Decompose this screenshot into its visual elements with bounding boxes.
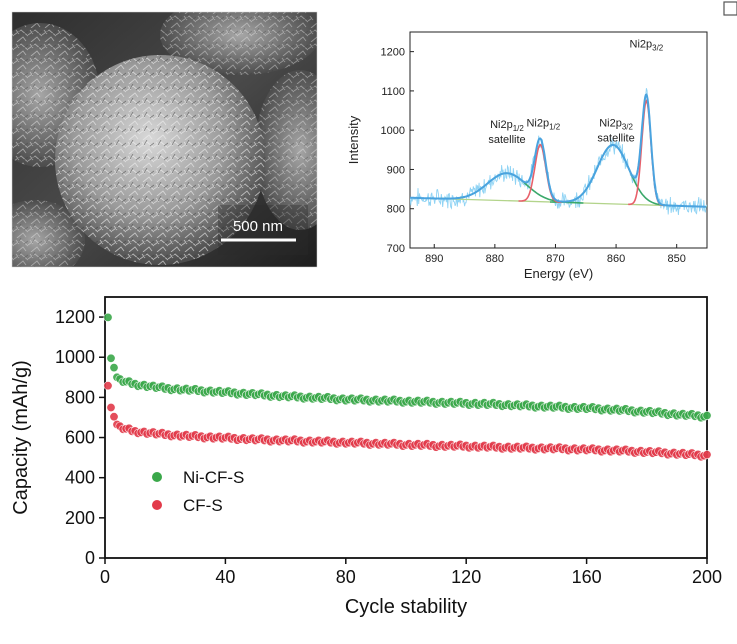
xps-main-fit [518, 143, 562, 204]
legend-marker [152, 472, 162, 482]
xps-raw-spectrum [410, 88, 707, 216]
capacity-data-point [109, 363, 119, 373]
capacity-data-point [702, 410, 712, 420]
capacity-legend: Ni-CF-S CF-S [152, 468, 244, 515]
xps-peak-annotation: Ni2p3/2 [599, 117, 633, 131]
xps-x-tick-label: 860 [607, 253, 625, 265]
legend-marker [152, 500, 162, 510]
capacity-x-tick-label: 160 [572, 567, 602, 587]
scale-bar-label: 500 nm [233, 218, 283, 235]
capacity-data-point [103, 381, 113, 391]
capacity-y-tick-label: 1200 [55, 307, 95, 327]
xps-x-tick-label: 870 [546, 253, 564, 265]
capacity-x-tick-label: 40 [215, 567, 235, 587]
legend-label: CF-S [183, 496, 223, 515]
capacity-series-cf-s [103, 381, 712, 462]
xps-x-tick-label: 850 [668, 253, 686, 265]
capacity-y-tick-label: 600 [65, 428, 95, 448]
capacity-x-tick-label: 120 [451, 567, 481, 587]
xps-main-fit [628, 99, 665, 207]
capacity-data-point [106, 353, 116, 363]
xps-peak-annotation: Ni2p1/2 [526, 117, 560, 131]
capacity-chart: 0 40 80 120 160 200 0 200 400 600 800 1000 1200 Cycle… [10, 296, 722, 618]
corner-marker [723, 1, 737, 16]
xps-envelope-fit [410, 93, 707, 208]
xps-y-tick-label: 700 [387, 243, 405, 255]
capacity-x-tick-label: 0 [100, 567, 110, 587]
capacity-data-point [106, 402, 116, 412]
xps-y-tick-label: 1000 [381, 125, 405, 137]
xps-plot-frame [409, 31, 708, 249]
capacity-y-tick-label: 400 [65, 468, 95, 488]
xps-x-axis-label: Energy (eV) [524, 266, 593, 281]
legend-label: Ni-CF-S [183, 468, 244, 487]
xps-plot-area [410, 88, 707, 216]
capacity-data-point [109, 412, 119, 422]
capacity-x-tick-label: 200 [692, 567, 722, 587]
capacity-y-tick-label: 200 [65, 508, 95, 528]
capacity-x-axis-label: Cycle stability [345, 596, 467, 618]
capacity-y-axis-label: Capacity (mAh/g) [10, 360, 32, 515]
xps-peak-annotation: Ni2p1/2 [490, 119, 524, 133]
capacity-y-tick-label: 800 [65, 387, 95, 407]
capacity-x-tick-label: 80 [336, 567, 356, 587]
capacity-y-tick-label: 0 [85, 548, 95, 568]
xps-x-tick-label: 890 [425, 253, 443, 265]
sem-image: 500 nm [11, 11, 318, 268]
xps-peak-annotation-note: satellite [488, 134, 525, 146]
xps-y-tick-label: 900 [387, 164, 405, 176]
xps-peak-annotation: Ni2p3/2 [630, 39, 664, 53]
xps-y-tick-label: 1100 [381, 86, 405, 98]
capacity-data-point [103, 312, 113, 322]
capacity-series-ni-cf-s [103, 312, 712, 423]
xps-y-axis-label: Intensity [346, 115, 361, 164]
xps-peak-annotation-note: satellite [597, 132, 634, 144]
capacity-y-tick-label: 1000 [55, 347, 95, 367]
capacity-data-point [702, 450, 712, 460]
xps-y-tick-label: 1200 [381, 47, 405, 59]
xps-chart: 890 880 870 860 850 700 800 900 1000 1100 1200 Ener… [346, 31, 708, 281]
xps-y-tick-label: 800 [387, 204, 405, 216]
capacity-plot-frame [104, 296, 708, 559]
xps-x-tick-label: 880 [486, 253, 504, 265]
